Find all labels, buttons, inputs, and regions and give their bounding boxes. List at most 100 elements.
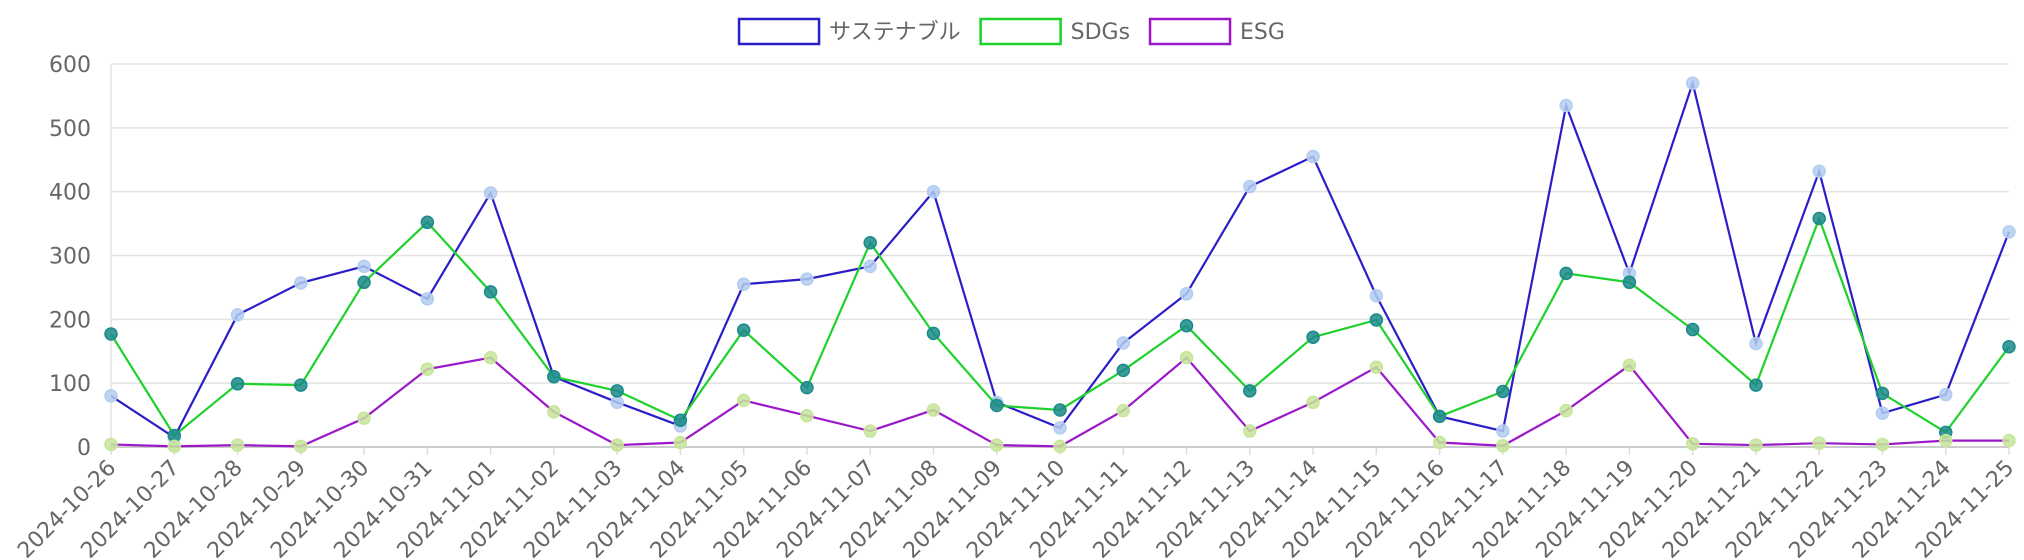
series-line (110, 215, 2010, 438)
series-line (110, 79, 2011, 440)
data-point (1622, 275, 1637, 290)
data-point (1749, 336, 1763, 351)
data-point (483, 285, 498, 299)
data-point (1369, 288, 1384, 303)
y-tick-label: 500 (49, 117, 91, 142)
data-point (1369, 360, 1384, 374)
data-point (357, 275, 371, 290)
data-point (1179, 318, 1194, 333)
data-point (167, 439, 182, 454)
data-point (1875, 406, 1890, 420)
y-tick-label: 200 (49, 308, 91, 333)
data-point (1496, 424, 1510, 438)
data-point (1432, 435, 1447, 450)
data-point (800, 380, 814, 395)
data-point (1812, 164, 1826, 178)
data-point (1938, 387, 1953, 402)
data-point (1432, 409, 1447, 424)
data-point (610, 395, 624, 410)
y-tick-label: 0 (77, 436, 91, 461)
y-tick-label: 100 (49, 372, 91, 397)
data-point (863, 259, 877, 274)
data-point (1116, 336, 1131, 350)
data-point (1243, 179, 1257, 194)
legend-item: サステナブル (737, 17, 961, 46)
data-point (989, 438, 1004, 452)
data-point (294, 378, 308, 392)
data-point (1116, 363, 1131, 378)
data-point (610, 384, 624, 398)
data-point (1306, 330, 1320, 344)
data-point (294, 439, 308, 454)
data-point (420, 292, 435, 306)
data-point (1306, 149, 1320, 164)
data-point (1622, 358, 1637, 373)
data-point (926, 184, 941, 199)
data-point (989, 398, 1004, 413)
data-point (736, 393, 751, 408)
data-point (1559, 98, 1573, 113)
data-point (610, 438, 624, 452)
data-point (230, 438, 245, 452)
data-point (1116, 403, 1131, 418)
data-point (420, 362, 435, 376)
data-point (483, 186, 498, 200)
data-point (736, 323, 751, 337)
y-tick-label: 300 (49, 245, 91, 270)
data-point (104, 389, 118, 403)
data-point (863, 235, 877, 250)
data-point (1749, 438, 1763, 452)
data-point (736, 277, 751, 291)
y-gridlines (111, 63, 2009, 448)
data-point (547, 370, 561, 384)
data-point (673, 413, 688, 427)
series-1 (104, 211, 2016, 443)
series-0 (104, 76, 2016, 445)
legend-item: SDGs (979, 17, 1130, 46)
data-point (547, 405, 561, 419)
data-point (1685, 322, 1700, 337)
legend-swatch (1148, 17, 1232, 46)
series-layer (104, 76, 2016, 454)
data-point (1559, 403, 1573, 418)
series-2 (104, 350, 2016, 454)
data-point (673, 435, 688, 450)
legend-item: ESG (1148, 17, 1285, 46)
legend: サステナブル SDGs ESG (737, 17, 1285, 46)
legend-swatch (737, 17, 821, 46)
legend-label: SDGs (1071, 20, 1130, 45)
data-point (1369, 313, 1384, 327)
data-point (1053, 421, 1067, 435)
data-point (1812, 436, 1826, 450)
data-point (420, 215, 435, 230)
data-point (1875, 437, 1890, 452)
x-axis: 2024-10-262024-10-272024-10-282024-10-29… (13, 447, 2019, 560)
data-point (926, 403, 941, 417)
data-point (2002, 225, 2016, 239)
data-point (1496, 384, 1510, 399)
data-point (483, 350, 498, 365)
data-point (1179, 287, 1194, 301)
data-point (230, 308, 245, 322)
data-point (800, 408, 814, 423)
data-point (1053, 403, 1067, 417)
data-point (2002, 433, 2016, 448)
data-point (294, 276, 308, 290)
data-point (357, 259, 371, 274)
data-point (230, 377, 245, 391)
data-point (1812, 211, 1826, 226)
data-point (1749, 378, 1763, 392)
y-axis: 0 100 200 300 400 500 600 (49, 53, 112, 461)
data-point (800, 272, 814, 286)
data-point (1875, 386, 1890, 401)
data-point (1243, 424, 1257, 438)
data-point (1243, 384, 1257, 398)
legend-label: ESG (1240, 20, 1285, 45)
data-point (1496, 438, 1510, 453)
data-point (357, 411, 371, 426)
data-point (104, 327, 118, 341)
legend-label: サステナブル (829, 20, 961, 45)
y-tick-label: 600 (49, 53, 91, 78)
data-point (1306, 395, 1320, 410)
